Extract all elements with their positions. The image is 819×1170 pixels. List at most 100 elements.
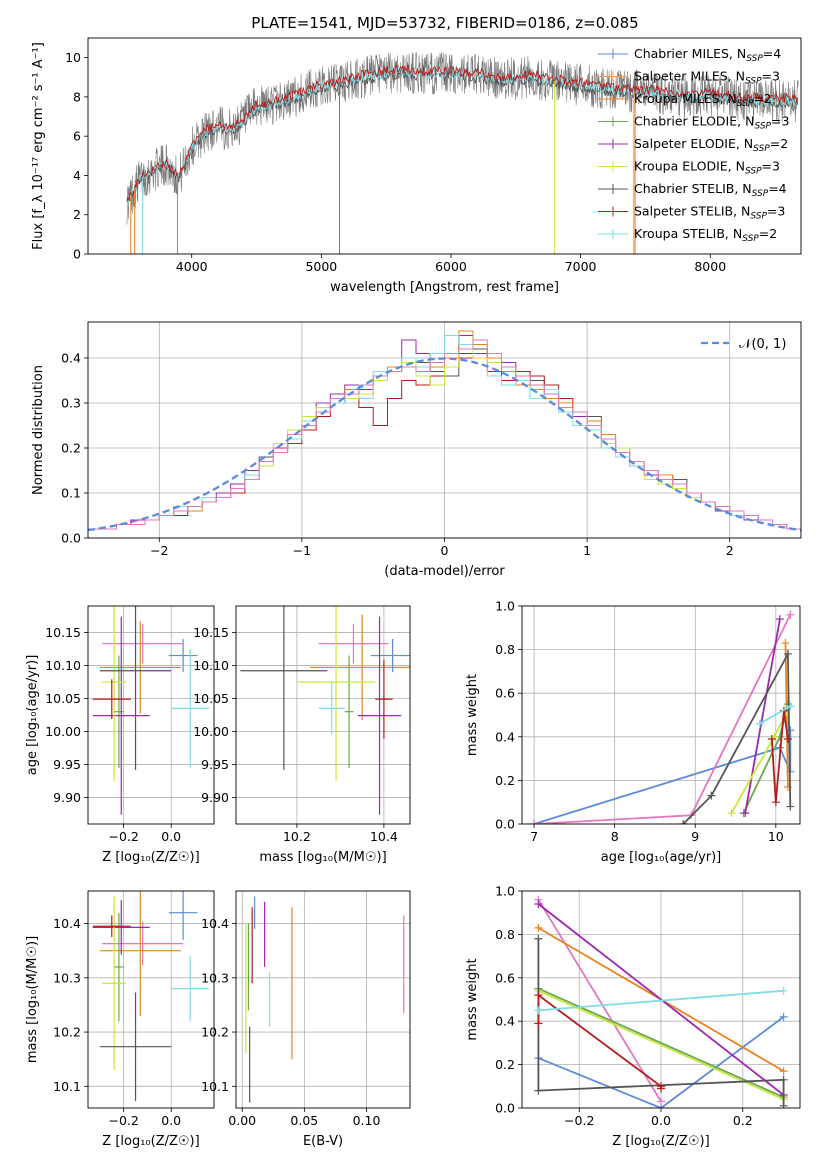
x-tick-label: 8000 [694, 259, 726, 274]
y-tick-label: 10.4 [53, 916, 81, 931]
weight-point-marker [534, 900, 543, 909]
axes-frame [87, 37, 802, 255]
weight-point-marker [783, 734, 792, 743]
x-tick-label: 0.05 [290, 1113, 318, 1128]
x-tick-label: −2 [150, 543, 168, 558]
y-axis-label: mass weight [465, 958, 480, 1040]
x-tick-label: 2 [726, 543, 734, 558]
plot-area [126, 51, 799, 254]
legend-label: Kroupa MILES, NSSP=2 [634, 91, 772, 109]
weight-point-marker [779, 1012, 788, 1021]
x-tick-label: 7 [530, 829, 538, 844]
x-axis-label: Z [log₁₀(Z/Z☉)] [102, 1134, 199, 1149]
weight-line [759, 705, 791, 725]
plot-area [88, 330, 801, 532]
y-tick-label: 10.10 [45, 658, 81, 673]
y-tick-label: 6 [73, 129, 81, 144]
y-tick-label: 0.4 [495, 1014, 515, 1029]
x-tick-label: 0.0 [161, 1113, 181, 1128]
weight-line [538, 989, 784, 1012]
axes-frame [521, 605, 801, 825]
chart-panel-5: −0.2 0.0 10.1 10.2 10.3 10.4 Z [log₁₀(Z/Z☉)] ma… [25, 890, 215, 1149]
x-axis-label: Z [log₁₀(Z/Z☉)] [102, 850, 199, 865]
weight-point-marker [727, 809, 736, 818]
y-tick-label: 10.3 [53, 970, 81, 985]
weight-point-marker [786, 802, 795, 811]
y-tick-label: 10.4 [201, 916, 229, 931]
x-axis-label: wavelength [Angstrom, rest frame] [330, 280, 559, 295]
weight-point-marker [786, 610, 795, 619]
y-tick-label: 0.2 [495, 773, 515, 788]
x-tick-label: 1 [583, 543, 591, 558]
weight-point-marker [779, 986, 788, 995]
x-axis-label: mass [log₁₀(M/M☉)] [259, 850, 386, 865]
y-tick-label: 0.0 [495, 1101, 515, 1116]
y-tick-label: 0.0 [495, 817, 515, 832]
legend-label: Chabrier MILES, NSSP=4 [634, 46, 781, 64]
y-tick-label: 10.2 [53, 1025, 81, 1040]
chart-panel-7: −0.2 0.0 0.2 0.0 0.2 0.4 0.6 0.8 1.0 Z [log₁₀(Z/Z… [465, 884, 801, 1149]
axes-frame [87, 890, 215, 1109]
x-axis-label: E(B-V) [303, 1134, 343, 1149]
y-tick-label: 9.90 [53, 790, 81, 805]
x-tick-label: 10 [768, 829, 784, 844]
x-tick-label: −0.2 [108, 829, 138, 844]
weight-point-marker [534, 1086, 543, 1095]
y-tick-label: 0.8 [495, 642, 515, 657]
legend-label: Chabrier STELIB, NSSP=4 [634, 181, 787, 199]
weight-point-marker [534, 991, 543, 1000]
x-tick-label: 9 [691, 829, 699, 844]
y-tick-label: 0.0 [61, 531, 81, 546]
weight-point-marker [775, 615, 784, 624]
x-axis-label: age [log₁₀(age/yr)] [601, 850, 722, 865]
plot-area [530, 610, 795, 824]
weight-point-marker [534, 1006, 543, 1015]
legend-label: Salpeter MILES, NSSP=3 [634, 69, 780, 87]
weight-point-marker [781, 639, 790, 648]
weight-point-marker [707, 791, 716, 800]
x-axis-label: Z [log₁₀(Z/Z☉)] [612, 1134, 709, 1149]
y-tick-label: 0.3 [61, 396, 81, 411]
x-tick-label: 8 [611, 829, 619, 844]
spectrum-legend: Chabrier MILES, NSSP=4 Salpeter MILES, NS… [598, 46, 789, 244]
weight-point-marker [767, 734, 776, 743]
y-tick-label: 0.2 [495, 1057, 515, 1072]
x-tick-label: −1 [293, 543, 311, 558]
y-tick-label: 0.6 [495, 686, 515, 701]
chart-panel-2: −0.2 0.0 9.90 9.95 10.00 10.05 10.10 10.15 Z [lo… [25, 605, 215, 865]
plot-area [245, 896, 405, 1103]
legend-label: Salpeter ELODIE, NSSP=2 [634, 136, 788, 154]
y-tick-label: 9.95 [201, 757, 229, 772]
weight-point-marker [534, 923, 543, 932]
axes-frame [235, 605, 411, 825]
histogram-step [88, 339, 801, 530]
legend-label: Salpeter STELIB, NSSP=3 [634, 204, 785, 222]
y-tick-label: 10.2 [201, 1025, 229, 1040]
x-tick-label: 10.2 [283, 829, 311, 844]
legend-label: 𝒩(0, 1) [739, 337, 786, 352]
x-tick-label: 4000 [176, 259, 208, 274]
y-tick-label: 10.05 [193, 691, 229, 706]
axes-frame [521, 890, 801, 1109]
weight-line [682, 650, 792, 824]
y-tick-label: 0 [73, 247, 81, 262]
y-tick-label: 10.10 [193, 658, 229, 673]
weight-point-marker [741, 809, 750, 818]
y-tick-label: 0.8 [495, 927, 515, 942]
chart-panel-3: 10.2 10.4 9.90 9.95 10.00 10.05 10.10 10.15 mass… [193, 605, 411, 865]
y-tick-label: 0.2 [61, 441, 81, 456]
weight-point-marker [786, 702, 795, 711]
weight-point-marker [530, 820, 539, 824]
y-axis-label: mass weight [465, 674, 480, 756]
weight-point-marker [657, 1097, 665, 1106]
weight-line [537, 903, 785, 1096]
axes-frame [87, 321, 802, 539]
plot-area [240, 606, 410, 815]
y-axis-label: mass [log₁₀(M/M☉)] [25, 936, 40, 1063]
y-tick-label: 10.1 [53, 1079, 81, 1094]
legend-label: Chabrier ELODIE, NSSP=3 [634, 114, 789, 132]
weight-point-marker [779, 1067, 788, 1076]
gaussian-curve [88, 357, 801, 532]
model-spectrum-line [126, 64, 799, 202]
